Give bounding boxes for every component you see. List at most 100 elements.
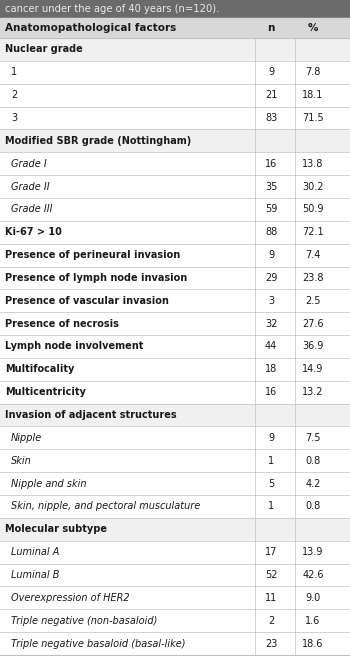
Text: n: n	[267, 23, 275, 33]
Text: Triple negative (non-basaloid): Triple negative (non-basaloid)	[11, 616, 158, 625]
Text: Presence of lymph node invasion: Presence of lymph node invasion	[5, 273, 187, 283]
Bar	[0, 312, 350, 335]
Text: 9: 9	[268, 250, 274, 260]
Text: 1: 1	[268, 501, 274, 511]
Bar	[0, 495, 350, 518]
Text: 35: 35	[265, 181, 277, 192]
Text: 27.6: 27.6	[302, 319, 324, 328]
Text: 18.6: 18.6	[302, 639, 324, 648]
Text: 2: 2	[268, 616, 274, 625]
Bar	[0, 358, 350, 381]
Bar	[0, 541, 350, 564]
Text: Luminal A: Luminal A	[11, 547, 60, 557]
Bar	[0, 61, 350, 83]
Text: 21: 21	[265, 90, 277, 100]
Text: 42.6: 42.6	[302, 570, 324, 580]
Text: Grade II: Grade II	[11, 181, 50, 192]
Bar	[0, 587, 350, 609]
Text: Nipple: Nipple	[11, 433, 42, 443]
Text: 13.9: 13.9	[302, 547, 324, 557]
Text: Presence of vascular invasion: Presence of vascular invasion	[5, 296, 169, 306]
Bar	[0, 18, 350, 38]
Bar	[0, 83, 350, 106]
Text: Nuclear grade: Nuclear grade	[5, 45, 83, 55]
Text: Overexpression of HER2: Overexpression of HER2	[11, 593, 130, 603]
Text: Ki-67 > 10: Ki-67 > 10	[5, 227, 62, 237]
Text: Presence of perineural invasion: Presence of perineural invasion	[5, 250, 180, 260]
Text: 72.1: 72.1	[302, 227, 324, 237]
Bar	[0, 564, 350, 587]
Bar	[0, 289, 350, 312]
Text: 18: 18	[265, 365, 277, 374]
Bar	[0, 381, 350, 403]
Text: 13.2: 13.2	[302, 387, 324, 397]
Text: 23.8: 23.8	[302, 273, 324, 283]
Text: 30.2: 30.2	[302, 181, 324, 192]
Bar	[0, 449, 350, 472]
Text: 32: 32	[265, 319, 277, 328]
Bar	[0, 106, 350, 129]
Text: Nipple and skin: Nipple and skin	[11, 478, 86, 489]
Text: %: %	[308, 23, 318, 33]
Text: 9: 9	[268, 433, 274, 443]
Text: 29: 29	[265, 273, 277, 283]
Text: Grade I: Grade I	[11, 159, 47, 169]
Bar	[0, 632, 350, 655]
Text: 59: 59	[265, 204, 277, 214]
Text: 1: 1	[268, 456, 274, 466]
Text: 17: 17	[265, 547, 277, 557]
Text: Grade III: Grade III	[11, 204, 52, 214]
Bar	[0, 426, 350, 449]
Text: 3: 3	[11, 113, 17, 123]
Text: 13.8: 13.8	[302, 159, 324, 169]
Text: 2: 2	[11, 90, 17, 100]
Text: 50.9: 50.9	[302, 204, 324, 214]
Text: Multifocality: Multifocality	[5, 365, 74, 374]
Text: Skin, nipple, and pectoral musculature: Skin, nipple, and pectoral musculature	[11, 501, 200, 511]
Text: 9: 9	[268, 67, 274, 78]
Text: Invasion of adjacent structures: Invasion of adjacent structures	[5, 410, 177, 420]
Text: 16: 16	[265, 159, 277, 169]
Bar	[0, 472, 350, 495]
Text: 14.9: 14.9	[302, 365, 324, 374]
Text: 5: 5	[268, 478, 274, 489]
Bar	[0, 403, 350, 426]
Text: 18.1: 18.1	[302, 90, 324, 100]
Text: 11: 11	[265, 593, 277, 603]
Text: Triple negative basaloid (basal-like): Triple negative basaloid (basal-like)	[11, 639, 186, 648]
Text: 7.8: 7.8	[305, 67, 321, 78]
Text: Presence of necrosis: Presence of necrosis	[5, 319, 119, 328]
Text: Luminal B: Luminal B	[11, 570, 60, 580]
Text: 23: 23	[265, 639, 277, 648]
Bar	[0, 152, 350, 175]
Text: 7.4: 7.4	[305, 250, 321, 260]
Text: Modified SBR grade (Nottingham): Modified SBR grade (Nottingham)	[5, 136, 191, 146]
Text: 52: 52	[265, 570, 277, 580]
Bar	[0, 244, 350, 267]
Bar	[0, 38, 350, 61]
Bar	[0, 129, 350, 152]
Bar	[0, 198, 350, 221]
Text: 88: 88	[265, 227, 277, 237]
Text: 3: 3	[268, 296, 274, 306]
Text: 83: 83	[265, 113, 277, 123]
Bar	[0, 267, 350, 289]
Text: Anatomopathological factors: Anatomopathological factors	[5, 23, 176, 33]
Text: 4.2: 4.2	[305, 478, 321, 489]
Text: Lymph node involvement: Lymph node involvement	[5, 342, 144, 351]
Text: 7.5: 7.5	[305, 433, 321, 443]
Bar	[0, 609, 350, 632]
Text: 0.8: 0.8	[305, 501, 321, 511]
Bar	[0, 335, 350, 358]
Text: 16: 16	[265, 387, 277, 397]
Text: 2.5: 2.5	[305, 296, 321, 306]
Bar	[0, 221, 350, 244]
Bar	[0, 518, 350, 541]
Text: 71.5: 71.5	[302, 113, 324, 123]
Text: 0.8: 0.8	[305, 456, 321, 466]
Text: Multicentricity: Multicentricity	[5, 387, 86, 397]
Bar	[0, 0, 350, 18]
Text: 1.6: 1.6	[305, 616, 321, 625]
Text: Molecular subtype: Molecular subtype	[5, 524, 107, 534]
Text: 9.0: 9.0	[305, 593, 321, 603]
